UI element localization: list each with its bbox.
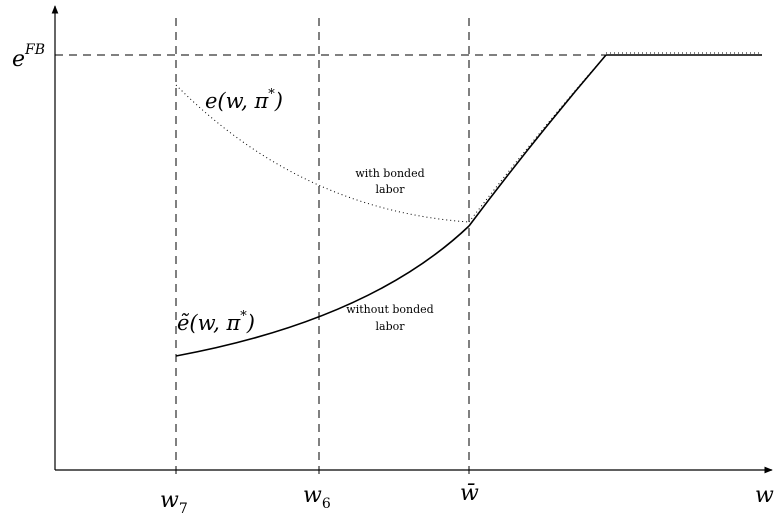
curve-without-bonded-labor [175, 225, 470, 357]
tick-label-w7: w7 [160, 488, 188, 517]
tick-label-w6: w6 [303, 483, 331, 512]
note-with-bonded-line1: with bonded [355, 167, 424, 180]
lower-curve-label: ẽ(w, π*) [177, 309, 255, 335]
note-with-bonded-line2: labor [376, 183, 406, 196]
note-without-bonded-line2: labor [376, 320, 406, 333]
x-axis-label: w [755, 483, 774, 508]
note-without-bonded-line1: without bonded [346, 303, 433, 316]
tick-label-wbar: w̄ [460, 481, 479, 506]
curve-with-bonded-labor-rising [468, 54, 607, 223]
upper-curve-label: e(w, π*) [205, 87, 283, 113]
y-level-label: eFB [12, 42, 45, 72]
curve-rising-branch [468, 54, 607, 227]
